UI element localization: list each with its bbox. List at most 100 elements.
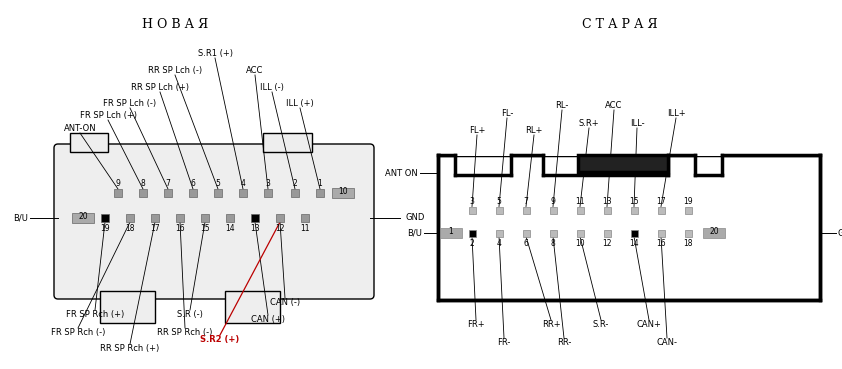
Text: CAN+: CAN+ xyxy=(637,320,662,329)
Bar xyxy=(658,207,664,214)
Text: 11: 11 xyxy=(301,224,310,233)
Text: 7: 7 xyxy=(524,197,529,206)
Text: 12: 12 xyxy=(275,224,285,233)
Text: CAN-: CAN- xyxy=(657,338,678,347)
Text: 19: 19 xyxy=(683,197,693,206)
Bar xyxy=(126,214,134,222)
Bar xyxy=(239,189,247,197)
Text: 14: 14 xyxy=(225,224,235,233)
Bar xyxy=(438,155,820,300)
Text: 13: 13 xyxy=(250,224,260,233)
Text: Н О В А Я: Н О В А Я xyxy=(141,18,208,31)
Text: 9: 9 xyxy=(551,197,556,206)
Bar xyxy=(301,214,309,222)
Text: B/U: B/U xyxy=(408,228,422,238)
Text: 4: 4 xyxy=(241,179,245,188)
Bar xyxy=(214,189,222,197)
Bar xyxy=(291,189,299,197)
Bar xyxy=(176,214,184,222)
Text: RR SP Rch (-): RR SP Rch (-) xyxy=(157,328,213,337)
Bar xyxy=(225,291,280,323)
Text: 18: 18 xyxy=(683,238,693,248)
Text: FR SP Rch (+): FR SP Rch (+) xyxy=(66,310,124,319)
Bar xyxy=(101,214,109,222)
Bar xyxy=(604,230,610,237)
Bar xyxy=(264,189,272,197)
Text: ANT ON: ANT ON xyxy=(386,169,418,177)
Text: 11: 11 xyxy=(575,197,584,206)
Text: FL-: FL- xyxy=(501,109,513,118)
Text: 18: 18 xyxy=(125,224,135,233)
Text: FR SP Rch (-): FR SP Rch (-) xyxy=(51,328,105,337)
Bar xyxy=(72,213,94,223)
Text: 12: 12 xyxy=(602,238,612,248)
Bar xyxy=(332,188,354,198)
Bar xyxy=(440,131,818,156)
Text: RR SP Lch (-): RR SP Lch (-) xyxy=(148,66,202,75)
Text: ILL (-): ILL (-) xyxy=(260,83,284,92)
Bar xyxy=(440,228,462,238)
Text: CAN (-): CAN (-) xyxy=(270,298,300,307)
Text: S.R2 (+): S.R2 (+) xyxy=(200,335,240,344)
Text: FR-: FR- xyxy=(498,338,511,347)
Bar xyxy=(577,207,584,214)
Text: 15: 15 xyxy=(629,197,639,206)
Text: 20: 20 xyxy=(78,212,88,221)
Text: CAN (+): CAN (+) xyxy=(251,315,285,324)
Bar xyxy=(276,214,284,222)
Text: RR-: RR- xyxy=(557,338,571,347)
Bar xyxy=(577,230,584,237)
Text: B/U: B/U xyxy=(13,214,28,223)
Text: ILL+: ILL+ xyxy=(667,109,685,118)
Text: RR SP Lch (+): RR SP Lch (+) xyxy=(131,83,189,92)
Text: 19: 19 xyxy=(100,224,109,233)
Text: 9: 9 xyxy=(115,179,120,188)
Bar xyxy=(226,214,234,222)
Text: RL+: RL+ xyxy=(525,126,543,135)
Bar xyxy=(495,230,503,237)
Text: 5: 5 xyxy=(216,179,221,188)
Text: 2: 2 xyxy=(293,179,297,188)
Text: 10: 10 xyxy=(575,238,585,248)
Bar xyxy=(70,133,108,152)
Text: RR+: RR+ xyxy=(541,320,560,329)
Text: 6: 6 xyxy=(524,238,529,248)
Text: FR SP Lch (+): FR SP Lch (+) xyxy=(79,111,136,120)
Bar xyxy=(139,189,147,197)
Bar xyxy=(550,230,557,237)
Bar xyxy=(263,133,312,152)
Bar xyxy=(550,207,557,214)
Bar xyxy=(685,230,691,237)
Text: 2: 2 xyxy=(470,238,474,248)
Bar xyxy=(100,291,155,323)
Text: RL-: RL- xyxy=(556,101,568,110)
Text: GND: GND xyxy=(405,214,424,223)
Text: 14: 14 xyxy=(629,238,639,248)
Text: 1: 1 xyxy=(449,227,453,236)
Bar xyxy=(468,230,476,237)
Text: 17: 17 xyxy=(150,224,160,233)
Bar xyxy=(523,207,530,214)
Text: RR SP Rch (+): RR SP Rch (+) xyxy=(100,344,160,353)
Text: ILL (+): ILL (+) xyxy=(286,99,314,108)
Bar xyxy=(495,207,503,214)
Bar xyxy=(658,230,664,237)
Bar xyxy=(604,207,610,214)
Text: 13: 13 xyxy=(602,197,612,206)
Bar xyxy=(685,207,691,214)
Text: 10: 10 xyxy=(338,187,348,196)
Text: 3: 3 xyxy=(470,197,474,206)
Text: ACC: ACC xyxy=(247,66,264,75)
Bar xyxy=(631,207,637,214)
Bar xyxy=(114,189,122,197)
Text: FR SP Lch (-): FR SP Lch (-) xyxy=(104,99,157,108)
Text: ANT-ON: ANT-ON xyxy=(64,124,96,133)
Text: S.R-: S.R- xyxy=(593,320,610,329)
Text: 3: 3 xyxy=(265,179,270,188)
Text: S.R+: S.R+ xyxy=(578,119,600,128)
Text: 16: 16 xyxy=(175,224,184,233)
Bar xyxy=(523,230,530,237)
Text: 4: 4 xyxy=(497,238,502,248)
Bar xyxy=(189,189,197,197)
Text: 6: 6 xyxy=(190,179,195,188)
